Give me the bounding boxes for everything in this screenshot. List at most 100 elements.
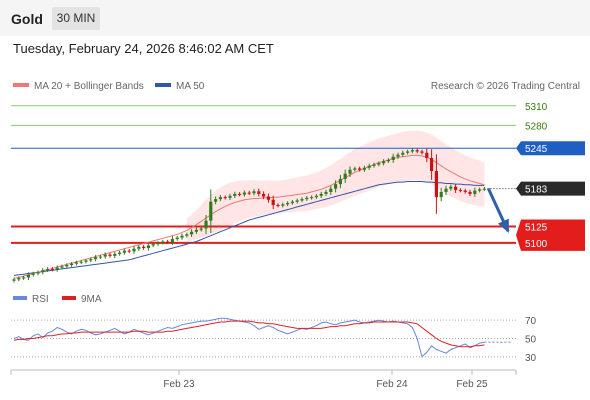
candle-body xyxy=(204,220,208,229)
candle-body xyxy=(286,203,290,205)
candle xyxy=(367,163,371,170)
pivot-label-box xyxy=(516,141,585,156)
candle xyxy=(257,188,261,197)
candle-body xyxy=(353,168,357,170)
candle-body xyxy=(12,279,16,281)
candle xyxy=(290,199,294,205)
candle xyxy=(454,183,458,193)
pivot-label-5245: 5245 xyxy=(525,144,548,155)
candle-body xyxy=(295,200,299,202)
time-tick-label: Feb 25 xyxy=(456,379,488,390)
candle-body xyxy=(386,159,390,162)
research-credit: Research © 2026 Trading Central xyxy=(431,81,580,92)
candle-body xyxy=(214,199,218,202)
candle xyxy=(22,275,26,280)
candle-body xyxy=(185,234,189,236)
candle-body xyxy=(190,231,194,235)
candle-body xyxy=(113,253,117,256)
candle-body xyxy=(89,259,93,261)
candle xyxy=(103,252,107,259)
candle-body xyxy=(218,197,222,200)
candle xyxy=(319,191,323,199)
projection-arrowhead xyxy=(497,218,509,233)
toolbar: Gold 30 MIN xyxy=(0,0,590,36)
candle-body xyxy=(458,189,462,191)
candle-body xyxy=(290,201,294,204)
candle-body xyxy=(482,188,486,190)
candle-body xyxy=(127,250,131,252)
candle xyxy=(46,267,50,273)
timeframe-button[interactable]: 30 MIN xyxy=(52,7,100,30)
candle xyxy=(89,257,93,263)
candle-body xyxy=(65,265,69,267)
candle xyxy=(420,149,424,155)
candle-body xyxy=(406,151,410,153)
candle xyxy=(324,189,328,197)
candle xyxy=(70,261,74,267)
candle xyxy=(209,189,213,233)
time-tick-label: Feb 23 xyxy=(163,379,195,390)
candle xyxy=(343,169,347,183)
candle xyxy=(329,185,333,195)
candle xyxy=(26,272,30,280)
candle-body xyxy=(410,150,414,152)
candle-body xyxy=(137,246,141,249)
candle xyxy=(286,201,290,207)
candle-body xyxy=(194,229,198,232)
time-tick-label: Feb 24 xyxy=(376,379,408,390)
candle xyxy=(276,203,280,208)
candle-body xyxy=(372,164,376,166)
candle-body xyxy=(22,277,26,279)
candle xyxy=(113,251,117,259)
candle xyxy=(60,264,64,270)
candle-body xyxy=(242,192,246,195)
support-label-5100: 5100 xyxy=(525,239,548,250)
rsi-tick-30: 30 xyxy=(525,353,537,364)
candle-body xyxy=(223,197,227,199)
candle-body xyxy=(343,173,347,179)
candle-body xyxy=(103,254,107,257)
candle xyxy=(238,192,242,197)
candle xyxy=(170,235,174,246)
candle-body xyxy=(74,262,78,264)
candle xyxy=(444,185,448,195)
candle xyxy=(204,214,208,235)
candle xyxy=(118,250,122,256)
candle-body xyxy=(238,193,242,195)
candle-body xyxy=(31,273,35,275)
candle-body xyxy=(26,274,30,278)
candle-body xyxy=(122,250,126,253)
candle-body xyxy=(348,169,352,174)
candle xyxy=(122,248,126,255)
candle-body xyxy=(358,168,362,170)
candle xyxy=(482,186,486,192)
support-label-5125: 5125 xyxy=(525,223,548,234)
candle xyxy=(401,150,405,157)
candle xyxy=(137,244,141,251)
candle xyxy=(305,196,309,201)
ma20-legend-label: MA 20 + Bollinger Bands xyxy=(34,81,144,92)
candle xyxy=(372,162,376,168)
rsi-panel: 70 50 30 xyxy=(11,316,537,364)
candle xyxy=(434,154,438,214)
candle-body xyxy=(319,193,323,196)
candle xyxy=(151,242,155,248)
candles xyxy=(12,148,510,283)
candle-body xyxy=(60,266,64,268)
candle xyxy=(266,193,270,203)
candle xyxy=(161,239,165,245)
candle-body xyxy=(108,254,112,256)
candle xyxy=(382,159,386,166)
ma50-line xyxy=(13,181,485,276)
candle xyxy=(439,187,443,202)
candle xyxy=(377,161,381,167)
support-label-box xyxy=(516,219,585,251)
candle-body xyxy=(463,190,467,192)
candle xyxy=(410,148,414,154)
candle-body xyxy=(444,188,448,192)
candle xyxy=(314,194,318,199)
level-labels: 5310 5280 5245 5183 5125 5100 xyxy=(516,102,585,251)
last-price-label: 5183 xyxy=(525,185,548,196)
candle xyxy=(223,195,227,200)
